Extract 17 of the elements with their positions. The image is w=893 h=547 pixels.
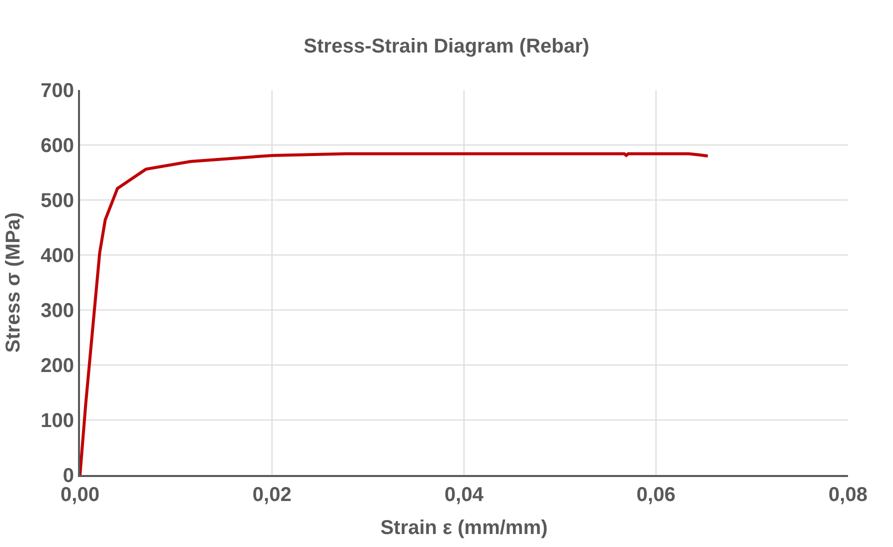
y-tick-label: 400	[40, 245, 74, 267]
y-tick-label: 600	[40, 135, 74, 157]
y-tick-label: 500	[40, 190, 74, 212]
line-series	[80, 152, 710, 475]
y-tick-label: 200	[40, 355, 74, 377]
x-tick-label: 0,02	[252, 484, 292, 506]
y-tick-label: 700	[40, 80, 74, 102]
x-tick-label: 0,00	[60, 484, 100, 506]
x-axis-title: Strain ε (mm/mm)	[380, 517, 548, 539]
y-tick-label: 100	[40, 410, 74, 432]
x-tick-label: 0,04	[444, 484, 484, 506]
y-tick-label: 0	[62, 465, 74, 487]
chart-title: Stress-Strain Diagram (Rebar)	[304, 35, 590, 58]
y-tick-label: 300	[40, 300, 74, 322]
x-tick-label: 0,08	[828, 484, 868, 506]
x-tick-label: 0,06	[636, 484, 676, 506]
y-axis-title: Stress σ (MPa)	[2, 212, 25, 353]
